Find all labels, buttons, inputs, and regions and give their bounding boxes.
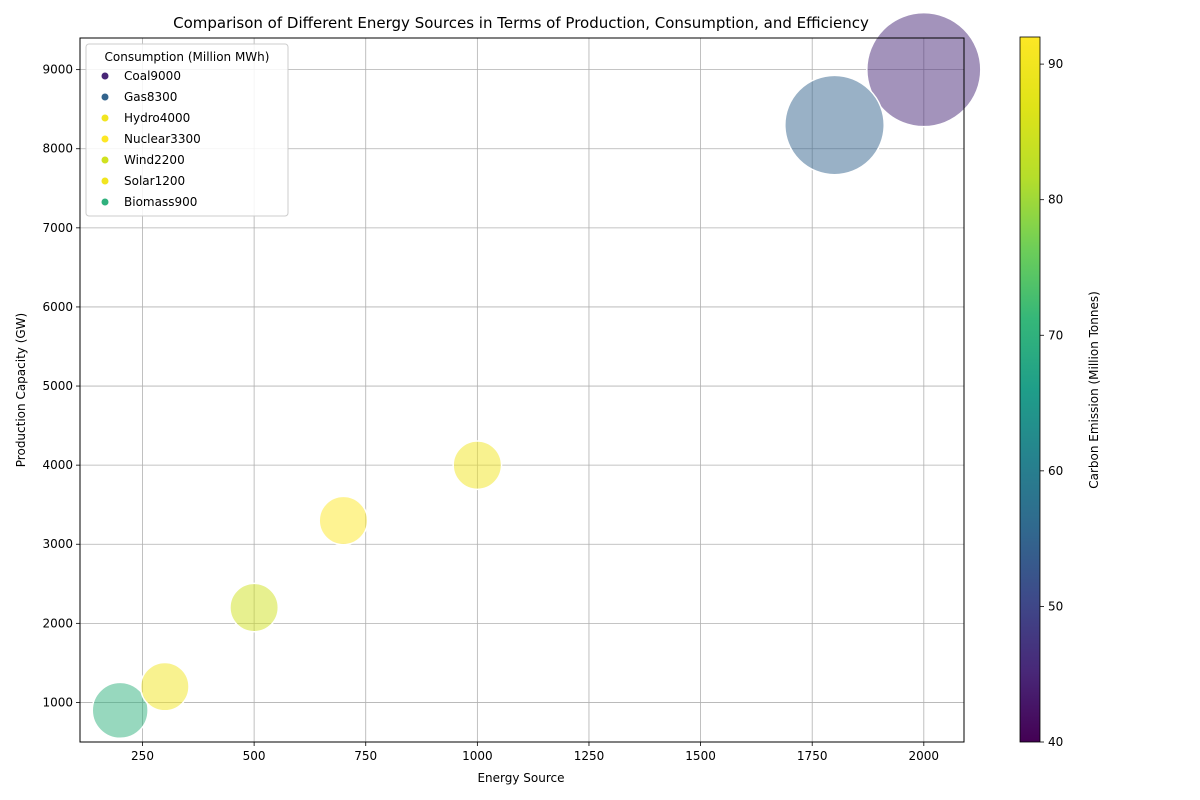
y-tick-label: 7000 (42, 221, 73, 235)
y-tick-label: 2000 (42, 616, 73, 630)
bubble-nuclear (318, 495, 369, 546)
y-axis-label: Production Capacity (GW) (14, 313, 28, 467)
legend-marker-hydro (101, 114, 109, 122)
legend-entries: Coal9000 Gas8300 Hydro4000 Nuclear3300 Wind2… (101, 69, 201, 209)
legend-marker-wind (101, 156, 109, 164)
colorbar-ticks: 40 50 60 70 80 90 (1040, 57, 1063, 749)
legend-label-wind: Wind2200 (124, 153, 185, 167)
colorbar-tick-label: 60 (1048, 464, 1063, 478)
y-tick-label: 3000 (42, 537, 73, 551)
x-tick-label: 1500 (685, 749, 716, 763)
grid-lines (80, 38, 964, 742)
colorbar-tick-label: 50 (1048, 599, 1063, 613)
legend-marker-coal (101, 72, 109, 80)
bubble-wind (229, 582, 280, 633)
colorbar-tick-label: 90 (1048, 57, 1063, 71)
x-tick-label: 1250 (574, 749, 605, 763)
bubble-coal (866, 11, 982, 128)
y-tick-label: 8000 (42, 142, 73, 156)
bubble-biomass (91, 681, 149, 740)
chart-title: Comparison of Different Energy Sources i… (173, 14, 869, 32)
legend: Consumption (Million MWh) Coal9000 Gas830… (85, 43, 289, 217)
y-tick-label: 9000 (42, 63, 73, 77)
legend-marker-solar (101, 177, 109, 185)
x-axis-ticks: 250 500 750 1000 1250 1500 1750 2000 (131, 742, 939, 763)
legend-label-gas: Gas8300 (124, 90, 177, 104)
bubble-hydro (452, 440, 503, 491)
legend-label-hydro: Hydro4000 (124, 111, 190, 125)
x-axis-label: Energy Source (477, 771, 564, 785)
legend-label-solar: Solar1200 (124, 174, 185, 188)
colorbar-tick-label: 40 (1048, 735, 1063, 749)
x-tick-label: 250 (131, 749, 154, 763)
x-tick-label: 1000 (462, 749, 493, 763)
x-tick-label: 2000 (909, 749, 940, 763)
colorbar-label: Carbon Emission (Million Tonnes) (1087, 291, 1101, 489)
legend-title: Consumption (Million MWh) (105, 50, 270, 64)
colorbar: 40 50 60 70 80 90 Carbon Emission (Million To… (1019, 36, 1101, 749)
y-tick-label: 4000 (42, 458, 73, 472)
bubbles (91, 11, 982, 740)
x-tick-label: 1750 (797, 749, 828, 763)
y-tick-label: 5000 (42, 379, 73, 393)
x-tick-label: 500 (243, 749, 266, 763)
x-tick-label: 750 (354, 749, 377, 763)
plot-frame (79, 37, 965, 743)
bubble-solar (139, 661, 190, 712)
colorbar-tick-label: 70 (1048, 328, 1063, 342)
colorbar-tick-label: 80 (1048, 193, 1063, 207)
legend-label-coal: Coal9000 (124, 69, 181, 83)
y-tick-label: 6000 (42, 300, 73, 314)
legend-marker-gas (101, 93, 109, 101)
legend-label-nuclear: Nuclear3300 (124, 132, 201, 146)
legend-marker-biomass (101, 198, 109, 206)
colorbar-gradient (1019, 36, 1041, 743)
legend-label-biomass: Biomass900 (124, 195, 197, 209)
y-tick-label: 1000 (42, 695, 73, 709)
y-axis-ticks: 1000 2000 3000 4000 5000 6000 7000 8000 9000 (42, 63, 80, 709)
bubble-gas (784, 74, 885, 176)
legend-box (85, 43, 289, 217)
legend-marker-nuclear (101, 135, 109, 143)
